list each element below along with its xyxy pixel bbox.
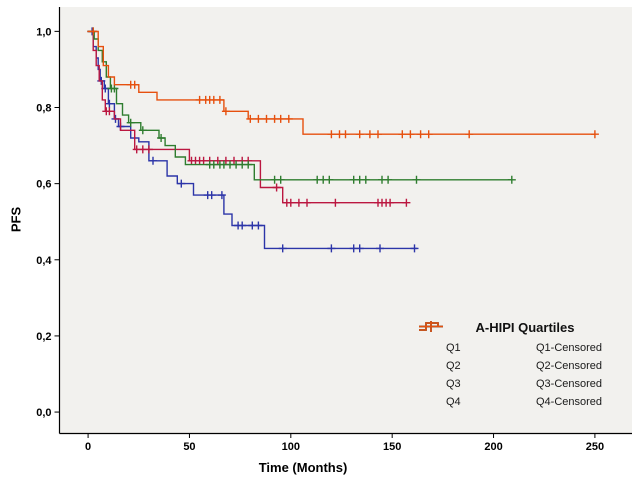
- y-tick-label: 0,6: [36, 179, 51, 191]
- x-tick-label: 200: [484, 441, 502, 453]
- x-tick-label: 50: [183, 441, 195, 453]
- legend-label-q4: Q4: [446, 396, 461, 408]
- y-axis-title: PFS: [8, 206, 24, 233]
- axis-lines: [58, 7, 632, 435]
- x-tick-label: 150: [383, 441, 401, 453]
- legend-label-q2: Q2: [446, 360, 461, 372]
- q4-censored-marks: [89, 27, 599, 139]
- y-tick-label: 0,0: [36, 407, 51, 419]
- legend-label-q1: Q1: [446, 342, 461, 354]
- legend-label-q4-censored: Q4-Censored: [536, 396, 603, 408]
- y-tick-label: 0,4: [36, 255, 52, 267]
- y-tick-label: 1,0: [36, 26, 51, 38]
- q4-survival-curve: [87, 30, 596, 135]
- legend-title: A-HIPI Quartiles: [475, 320, 575, 335]
- legend: A-HIPI Quartiles Q1 Q1-Censored Q2 Q2-Cen…: [418, 320, 632, 411]
- legend-censored-swatch-q4: [419, 321, 533, 411]
- y-tick-label: 0,8: [36, 103, 51, 115]
- legend-censored-swatch-q2: [419, 321, 533, 375]
- plot-area-background: [60, 7, 632, 433]
- legend-label-q3-censored: Q3-Censored: [536, 378, 603, 390]
- legend-label-q3: Q3: [446, 378, 461, 390]
- legend-censored-swatch-q3: [419, 321, 533, 393]
- legend-line-swatch-q4-svg: [419, 322, 439, 331]
- legend-line-swatch-q3: [418, 322, 443, 393]
- legend-label-q1-censored: Q1-Censored: [536, 342, 603, 354]
- q2-survival-curve: [87, 30, 408, 204]
- x-axis-title: Time (Months): [258, 460, 348, 475]
- legend-line-swatch-q2: [418, 322, 443, 375]
- legend-grid: Q1 Q1-Censored Q2 Q2-Censored Q3 Q3-Censor…: [418, 321, 632, 411]
- q1-survival-curve: [87, 30, 418, 250]
- legend-line-swatch-q1: [418, 322, 443, 357]
- legend-censored-swatch-q4-svg: [419, 321, 443, 332]
- legend-censored-swatch-q1: [419, 321, 533, 357]
- x-tick-label: 100: [282, 441, 300, 453]
- x-tick-label: 0: [85, 441, 91, 453]
- q3-survival-curve: [87, 30, 513, 181]
- y-tick-label: 0,2: [36, 331, 51, 343]
- legend-line-swatch-q4: [418, 322, 443, 411]
- legend-label-q2-censored: Q2-Censored: [536, 360, 603, 372]
- x-tick-label: 250: [586, 441, 604, 453]
